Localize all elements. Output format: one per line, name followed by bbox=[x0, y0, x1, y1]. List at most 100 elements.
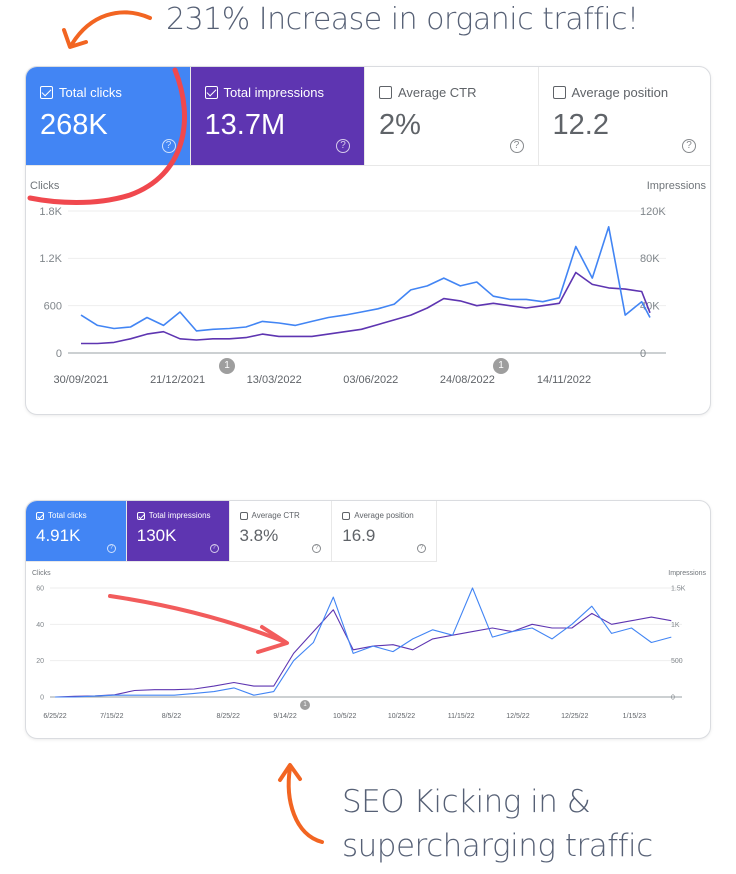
y-tick-label: 1.8K bbox=[39, 206, 62, 218]
help-circle-icon[interactable]: ? bbox=[106, 544, 116, 553]
bottom-caption-line1: SEO Kicking in & bbox=[342, 784, 591, 820]
metric-label: Average position bbox=[354, 511, 414, 520]
x-tick-label: 9/14/22 bbox=[273, 713, 296, 720]
metric-total-clicks[interactable]: Total clicks 4.91K ? bbox=[26, 501, 127, 561]
annotation-badge[interactable]: 1 bbox=[300, 700, 310, 710]
x-tick-label: 10/25/22 bbox=[388, 713, 415, 720]
x-tick-label: 30/09/2021 bbox=[53, 374, 108, 386]
x-tick-label: 11/15/22 bbox=[448, 713, 475, 720]
metric-value: 12.2 bbox=[552, 109, 609, 141]
y2-tick-label: 1K bbox=[671, 622, 680, 629]
arrowhead-icon bbox=[62, 28, 88, 49]
annotation-badge[interactable]: 1 bbox=[493, 358, 509, 374]
y2-tick-label: 0 bbox=[671, 694, 675, 701]
metric-label: Average CTR bbox=[398, 85, 477, 100]
pointing-arrow-icon bbox=[108, 594, 287, 644]
chart-clicks-impressions-2: 0 0 20 500 40 1K 60 1.5K Clicks Impressions 6/25/2… bbox=[26, 501, 710, 738]
help-circle-icon[interactable]: ? bbox=[209, 544, 219, 553]
metric-label: Total impressions bbox=[223, 85, 324, 100]
metric-average-ctr[interactable]: Average CTR 2% ? bbox=[365, 67, 539, 165]
y2-tick-label: 0 bbox=[640, 348, 646, 360]
series-line-impressions bbox=[54, 609, 672, 698]
metric-label: Total impressions bbox=[148, 511, 211, 520]
checkbox-checked-icon[interactable] bbox=[136, 511, 145, 520]
help-circle-icon[interactable]: ? bbox=[682, 139, 696, 153]
y-axis-label: Clicks bbox=[32, 570, 51, 577]
metric-label: Total clicks bbox=[59, 85, 122, 100]
help-circle-icon[interactable]: ? bbox=[509, 139, 524, 153]
y2-axis-label: Impressions bbox=[668, 570, 706, 577]
metric-label: Average position bbox=[571, 85, 669, 100]
metric-value: 3.8% bbox=[239, 526, 279, 545]
y-tick-label: 40 bbox=[36, 622, 44, 629]
metric-value: 4.91K bbox=[36, 526, 81, 545]
x-tick-label: 13/03/2022 bbox=[247, 374, 302, 386]
help-circle-icon[interactable]: ? bbox=[312, 544, 322, 553]
help-circle-icon[interactable]: ? bbox=[336, 139, 350, 153]
checkbox-unchecked-icon[interactable] bbox=[552, 86, 566, 99]
metric-average-position[interactable]: Average position 12.2 ? bbox=[539, 67, 711, 165]
y2-tick-label: 500 bbox=[671, 658, 683, 665]
curved-arrow-icon bbox=[70, 10, 152, 46]
metric-label: Average CTR bbox=[251, 511, 300, 520]
x-tick-label: 12/25/22 bbox=[561, 713, 588, 720]
y2-tick-label: 120K bbox=[640, 206, 666, 218]
highlight-circle bbox=[27, 67, 188, 205]
x-tick-label: 12/5/22 bbox=[506, 713, 529, 720]
checkbox-unchecked-icon[interactable] bbox=[342, 511, 351, 520]
x-tick-label: 14/11/2022 bbox=[537, 374, 591, 386]
metric-tiles: Total clicks 268K ? Total impressions 13… bbox=[26, 67, 710, 166]
metric-label: Total clicks bbox=[48, 511, 87, 520]
series-line-clicks bbox=[80, 226, 651, 332]
bottom-caption-line2: supercharging traffic bbox=[342, 828, 653, 864]
curved-arrow-icon bbox=[286, 766, 324, 844]
y2-tick-label: 1.5K bbox=[671, 585, 686, 592]
y-axis-label: Clicks bbox=[30, 180, 60, 192]
x-tick-label: 6/25/22 bbox=[43, 713, 66, 720]
x-tick-label: 8/25/22 bbox=[217, 713, 240, 720]
x-tick-label: 7/15/22 bbox=[100, 713, 123, 720]
y-tick-label: 0 bbox=[56, 348, 62, 360]
arrowhead-icon bbox=[256, 625, 289, 654]
y-tick-label: 20 bbox=[36, 658, 44, 665]
metric-value: 16.9 bbox=[342, 526, 376, 545]
metric-average-ctr[interactable]: Average CTR 3.8% ? bbox=[230, 501, 333, 561]
metric-total-impressions[interactable]: Total impressions 13.7M ? bbox=[190, 67, 365, 165]
metric-average-position[interactable]: Average position 16.9 ? bbox=[332, 501, 436, 561]
metric-value: 2% bbox=[379, 109, 421, 141]
x-tick-label: 10/5/22 bbox=[333, 713, 356, 720]
annotation-badge[interactable]: 1 bbox=[219, 358, 235, 374]
x-tick-label: 24/08/2022 bbox=[440, 374, 495, 386]
checkbox-checked-icon[interactable] bbox=[204, 86, 218, 99]
x-tick-label: 03/06/2022 bbox=[343, 374, 398, 386]
series-line-clicks bbox=[55, 587, 672, 698]
checkbox-unchecked-icon[interactable] bbox=[379, 86, 392, 99]
checkbox-checked-icon[interactable] bbox=[36, 511, 44, 520]
metric-tiles: Total clicks 4.91K ? Total impressions 1… bbox=[26, 501, 437, 562]
performance-report-2: Total clicks 4.91K ? Total impressions 1… bbox=[25, 500, 711, 739]
metric-total-impressions[interactable]: Total impressions 130K ? bbox=[126, 501, 230, 561]
x-tick-label: 8/5/22 bbox=[162, 713, 182, 720]
metric-value: 13.7M bbox=[204, 109, 286, 141]
checkbox-checked-icon[interactable] bbox=[40, 86, 53, 99]
top-caption: 231% Increase in organic traffic! bbox=[166, 2, 639, 37]
checkbox-unchecked-icon[interactable] bbox=[239, 511, 248, 520]
help-circle-icon[interactable]: ? bbox=[417, 544, 426, 553]
help-circle-icon[interactable]: ? bbox=[161, 139, 176, 153]
x-tick-label: 1/15/23 bbox=[623, 713, 646, 720]
y-tick-label: 1.2K bbox=[39, 253, 62, 265]
y2-axis-label: Impressions bbox=[647, 180, 707, 192]
performance-report-1: Total clicks 268K ? Total impressions 13… bbox=[25, 66, 711, 415]
x-tick-label: 21/12/2021 bbox=[150, 374, 205, 386]
arrowhead-icon bbox=[278, 763, 302, 782]
metric-value: 268K bbox=[40, 109, 108, 141]
y-tick-label: 600 bbox=[44, 301, 62, 313]
series-line-impressions bbox=[81, 271, 651, 345]
metric-value: 130K bbox=[136, 526, 177, 545]
chart-clicks-impressions-1: 0 0 600 40K 1.2K 80K 1.8K 120K Clicks Impressions… bbox=[26, 67, 710, 414]
metric-total-clicks[interactable]: Total clicks 268K ? bbox=[26, 67, 191, 165]
chart-svg: 0 0 20 500 40 1K 60 1.5K Clicks Impressions 6/25/2… bbox=[32, 570, 707, 720]
y-tick-label: 60 bbox=[36, 585, 44, 592]
